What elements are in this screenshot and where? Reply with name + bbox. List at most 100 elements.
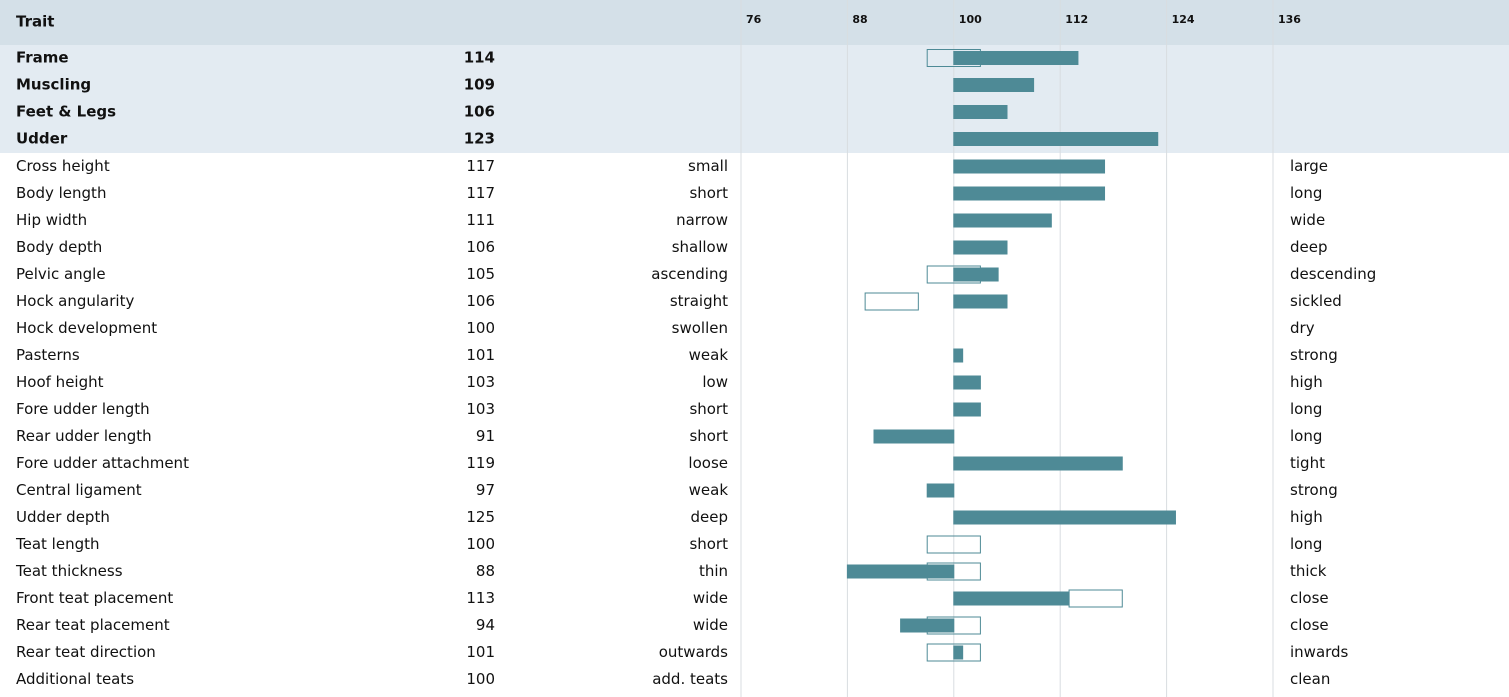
low-label: outwards: [659, 643, 728, 661]
high-label: long: [1290, 535, 1322, 553]
optimum-range: [926, 535, 981, 554]
high-label: high: [1290, 373, 1323, 391]
bar: [953, 645, 964, 660]
low-label: wide: [693, 589, 728, 607]
high-label: sickled: [1290, 292, 1342, 310]
trait-name: Pasterns: [16, 346, 80, 364]
trait-name: Cross height: [16, 157, 110, 175]
high-label: strong: [1290, 481, 1338, 499]
high-label: thick: [1290, 562, 1327, 580]
header-trait: Trait: [16, 13, 54, 31]
trait-name: Udder depth: [16, 508, 110, 526]
low-label: deep: [691, 508, 729, 526]
x-tick-label: 124: [1172, 13, 1195, 26]
low-label: thin: [699, 562, 728, 580]
trait-value: 97: [476, 481, 495, 499]
bar: [953, 348, 964, 363]
trait-value: 119: [466, 454, 495, 472]
trait-name: Front teat placement: [16, 589, 173, 607]
trait-value: 125: [466, 508, 495, 526]
high-label: large: [1290, 157, 1328, 175]
trait-value: 111: [466, 211, 495, 229]
trait-name: Rear udder length: [16, 427, 152, 445]
trait-name: Rear teat placement: [16, 616, 170, 634]
bar: [953, 294, 1008, 309]
optimum-range: [926, 562, 981, 581]
high-label: clean: [1290, 670, 1330, 688]
x-tick-label: 100: [959, 13, 982, 26]
low-label: short: [689, 184, 728, 202]
low-label: add. teats: [652, 670, 728, 688]
x-tick-label: 88: [852, 13, 867, 26]
optimum-range: [864, 292, 919, 311]
trait-value: 101: [466, 643, 495, 661]
trait-value: 109: [464, 76, 495, 94]
bar: [953, 132, 1159, 146]
x-tick-label: 112: [1065, 13, 1088, 26]
low-label: small: [688, 157, 728, 175]
trait-name: Hock development: [16, 319, 157, 337]
low-label: shallow: [672, 238, 728, 256]
trait-value: 106: [464, 103, 495, 121]
trait-value: 91: [476, 427, 495, 445]
high-label: inwards: [1290, 643, 1349, 661]
trait-name: Body length: [16, 184, 106, 202]
trait-name: Rear teat direction: [16, 643, 156, 661]
bar: [953, 267, 999, 282]
trait-value: 103: [466, 400, 495, 418]
low-label: short: [689, 427, 728, 445]
bar: [953, 78, 1035, 92]
optimum-range: [926, 265, 981, 284]
trait-name: Additional teats: [16, 670, 134, 688]
high-label: close: [1290, 616, 1329, 634]
trait-value: 88: [476, 562, 495, 580]
trait-value: 100: [466, 535, 495, 553]
trait-name: Fore udder length: [16, 400, 150, 418]
bar: [953, 159, 1106, 174]
trait-value: 114: [464, 49, 495, 67]
bar: [953, 51, 1079, 65]
trait-name: Teat length: [15, 535, 100, 553]
trait-value: 94: [476, 616, 495, 634]
trait-name: Hip width: [16, 211, 87, 229]
trait-name: Frame: [16, 49, 69, 67]
trait-value: 106: [466, 238, 495, 256]
bar: [953, 105, 1008, 119]
trait-name: Hoof height: [16, 373, 104, 391]
low-label: swollen: [672, 319, 728, 337]
high-label: deep: [1290, 238, 1328, 256]
x-tick-label: 136: [1278, 13, 1301, 26]
bar: [953, 186, 1106, 201]
high-label: long: [1290, 400, 1322, 418]
optimum-range: [926, 643, 981, 662]
low-label: wide: [693, 616, 728, 634]
trait-name: Pelvic angle: [16, 265, 106, 283]
trait-name: Udder: [16, 130, 68, 148]
trait-name: Feet & Legs: [16, 103, 116, 121]
optimum-range: [1068, 589, 1123, 608]
high-label: strong: [1290, 346, 1338, 364]
bar: [953, 375, 981, 390]
low-label: short: [689, 535, 728, 553]
trait-value: 100: [466, 670, 495, 688]
low-label: weak: [689, 481, 729, 499]
trait-value: 105: [466, 265, 495, 283]
low-label: ascending: [651, 265, 728, 283]
high-label: dry: [1290, 319, 1315, 337]
trait-name: Fore udder attachment: [16, 454, 189, 472]
summary-bg: [0, 45, 1509, 153]
low-label: short: [689, 400, 728, 418]
optimum-range: [926, 616, 981, 635]
trait-value: 117: [466, 157, 495, 175]
high-label: high: [1290, 508, 1323, 526]
bar: [953, 240, 1008, 255]
trait-value: 113: [466, 589, 495, 607]
bar: [953, 591, 1070, 606]
bar: [953, 213, 1052, 228]
low-label: narrow: [676, 211, 728, 229]
trait-value: 117: [466, 184, 495, 202]
bar: [846, 564, 955, 579]
optimum-range: [926, 49, 981, 67]
trait-name: Muscling: [16, 76, 91, 94]
